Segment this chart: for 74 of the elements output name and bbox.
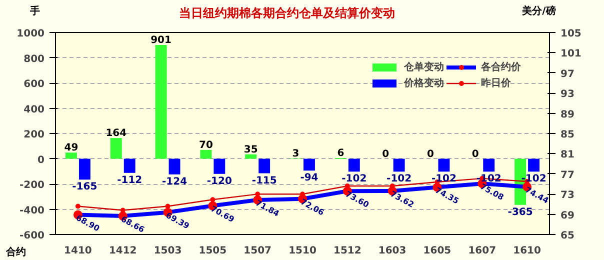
data-label: -165 xyxy=(72,182,98,193)
x-tick-label: 1605 xyxy=(423,246,452,256)
bar xyxy=(214,158,226,174)
bar xyxy=(110,138,122,159)
chart-title: 当日纽约期棉各期合约仓单及结算价变动 xyxy=(179,5,395,22)
bar xyxy=(258,158,270,174)
legend-label: 价格变动 xyxy=(404,76,444,90)
y-tick-label: 800 xyxy=(24,54,45,65)
y2-tick-label: 89 xyxy=(560,109,574,120)
x-tick-label: 1610 xyxy=(513,246,542,256)
data-label: -112 xyxy=(117,174,142,186)
bar xyxy=(124,158,136,173)
x-tick-label: 1412 xyxy=(108,246,137,256)
y-axis-title: 手 xyxy=(30,5,40,19)
bar xyxy=(245,154,257,159)
data-label: -365 xyxy=(508,206,533,218)
bar xyxy=(65,152,77,159)
y-tick-label: 200 xyxy=(24,130,45,140)
data-label: -102 xyxy=(342,174,367,185)
data-label: 35 xyxy=(244,144,258,156)
bar xyxy=(393,158,405,172)
y2-tick-label: 97 xyxy=(560,68,574,80)
y2-tick-label: 73 xyxy=(560,190,574,202)
x-tick-label: 1507 xyxy=(244,246,272,256)
y2-tick-label: 85 xyxy=(560,130,574,140)
y2-tick-label: 65 xyxy=(560,230,574,242)
data-label: -94 xyxy=(300,172,318,184)
data-label: 164 xyxy=(106,128,127,140)
bar xyxy=(483,158,495,172)
y-tick-label: 1000 xyxy=(16,28,45,40)
data-label: 0 xyxy=(382,148,390,160)
x-tick-label: 1607 xyxy=(468,246,496,256)
bar xyxy=(168,158,180,174)
data-label: 6 xyxy=(337,148,344,159)
bar xyxy=(438,158,450,172)
y2-tick-label: 101 xyxy=(560,48,582,60)
y-tick-label: 0 xyxy=(38,154,45,166)
y2-tick-label: 77 xyxy=(560,170,574,181)
legend-label: 仓单变动 xyxy=(404,60,444,74)
data-label: -115 xyxy=(252,175,277,186)
x-tick-label: 1505 xyxy=(198,246,227,256)
legend-label: 各合约价 xyxy=(481,60,521,74)
y2-tick-label: 81 xyxy=(560,150,574,161)
data-label: -102 xyxy=(386,174,412,185)
data-label: 0 xyxy=(472,148,479,160)
y-tick-label: -600 xyxy=(19,230,45,242)
y-tick-label: -200 xyxy=(19,180,45,191)
bar xyxy=(200,150,212,159)
x-tick-label: 1503 xyxy=(154,246,182,256)
data-label: 49 xyxy=(64,142,78,154)
y2-tick-label: 93 xyxy=(560,89,574,100)
data-label: 3 xyxy=(292,148,300,160)
data-label: 0 xyxy=(427,148,434,160)
data-label: -120 xyxy=(206,176,232,187)
y-tick-label: -400 xyxy=(19,205,45,216)
bar xyxy=(528,158,540,172)
data-label: 70 xyxy=(198,140,213,151)
x-tick-label: 1512 xyxy=(333,246,362,256)
legend-label: 昨日价 xyxy=(481,76,511,90)
y-tick-label: 600 xyxy=(24,79,45,90)
x-tick-label: 1510 xyxy=(288,246,316,256)
y2-axis-title: 美分/磅 xyxy=(522,5,556,19)
y2-tick-label: 105 xyxy=(560,28,582,40)
bar xyxy=(78,158,90,180)
bar xyxy=(155,45,167,159)
x-axis-title: 合约 xyxy=(6,246,26,260)
data-label: -124 xyxy=(162,176,188,188)
y2-tick-label: 69 xyxy=(560,210,574,222)
data-label: 901 xyxy=(150,35,172,46)
bar xyxy=(304,158,315,171)
x-tick-label: 1410 xyxy=(64,246,92,256)
y-tick-label: 400 xyxy=(24,104,45,116)
x-tick-label: 1603 xyxy=(378,246,406,256)
bar xyxy=(348,158,360,172)
